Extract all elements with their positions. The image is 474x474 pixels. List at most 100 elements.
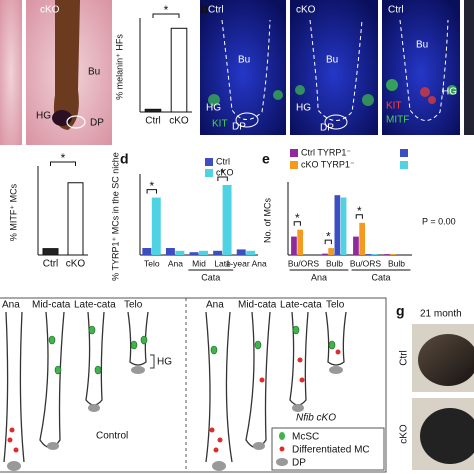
group-label: Control: [96, 431, 128, 442]
stage-label: Late-cata: [74, 300, 116, 311]
x-tick-label: Mid: [192, 258, 206, 268]
bar: [189, 252, 199, 255]
significance-bracket: [293, 221, 301, 226]
x-tick-label: Bu/ORS: [350, 258, 382, 268]
panel-label: b: [200, 1, 209, 17]
significance-bracket: [146, 189, 158, 194]
bar: [236, 249, 246, 255]
image-label: DP: [232, 122, 246, 133]
bar: [365, 254, 372, 255]
row-label: Ctrl: [399, 350, 410, 366]
bar: [213, 250, 223, 255]
panel-label: d: [120, 151, 129, 167]
image-label: DP: [90, 118, 104, 129]
image-label: Bu: [88, 67, 100, 78]
x-tick-label: Ctrl: [145, 116, 161, 127]
legend-label: DP: [292, 458, 306, 469]
image-label: HG: [36, 111, 51, 122]
bar: [297, 229, 303, 255]
panel-label: e: [262, 151, 270, 167]
bar: [390, 254, 396, 255]
bar: [144, 108, 162, 113]
legend-label: Ctrl: [216, 156, 230, 166]
legend-swatch: [400, 149, 408, 157]
x-tick-label: cKO: [169, 116, 189, 127]
legend-swatch: [205, 169, 213, 177]
group-label: Ana: [311, 272, 327, 282]
image-label: cKO: [40, 5, 60, 16]
annotation: *: [61, 151, 66, 165]
x-tick-label: Bu/ORS: [288, 258, 320, 268]
stage-label: Late-cata: [280, 300, 322, 311]
x-tick-label: 1-year Ana: [226, 258, 267, 268]
stage-label: Telo: [326, 300, 345, 311]
significance-bracket: [152, 13, 180, 18]
bar: [328, 248, 334, 255]
bar: [384, 254, 390, 255]
x-tick-label: Bulb: [388, 258, 405, 268]
image-label: Bu: [326, 55, 338, 66]
bar: [371, 254, 378, 255]
micrograph-b: Ctrl Bu HG DP KIT cKO Bu HG DP Ctrl Bu H…: [200, 0, 474, 135]
image-label: Bu: [416, 40, 428, 51]
annotation: *: [326, 229, 331, 243]
y-axis-label: No. of MCs: [262, 197, 272, 243]
legend-swatch: [205, 158, 213, 166]
annotation: *: [164, 3, 169, 17]
bar: [42, 248, 59, 256]
group-label: Nfib cKO: [296, 413, 336, 424]
significance-bracket: [355, 214, 363, 219]
legend-label: Ctrl TYRP1⁻: [301, 147, 351, 157]
stage-label: Mid-cata: [32, 300, 71, 311]
bar: [353, 236, 359, 255]
legend-label: cKO: [216, 167, 234, 177]
bar: [67, 182, 84, 256]
annotation: P = 0.00: [422, 216, 456, 226]
panel-label: g: [396, 303, 405, 319]
image-label: KIT: [212, 119, 228, 130]
image-label: HG: [296, 103, 311, 114]
bar: [165, 248, 175, 255]
legend-swatch: [290, 161, 298, 169]
bar: [170, 27, 188, 113]
image-label: KIT: [386, 101, 402, 112]
legend-label: Differentiated MC: [292, 445, 370, 456]
bar: [246, 250, 256, 255]
stage-label: Mid-cata: [238, 300, 277, 311]
significance-bracket: [50, 161, 76, 166]
bar: [142, 248, 152, 255]
legend-swatch: [400, 161, 408, 169]
hg-label: HG: [157, 357, 172, 368]
bar: [151, 197, 161, 255]
bar: [291, 236, 297, 255]
x-tick-label: Telo: [144, 258, 160, 268]
image-label: Bu: [238, 55, 250, 66]
panel-title: 21 month: [420, 309, 462, 320]
annotation: *: [220, 166, 225, 180]
bar: [322, 253, 328, 255]
diagram: Ana Mid-cata Late-cata Telo HG Control A…: [0, 297, 387, 473]
annotation: *: [295, 211, 300, 225]
image-label: DP: [320, 123, 334, 134]
bar: [340, 197, 347, 255]
x-tick-label: Late: [214, 258, 231, 268]
bar: [334, 195, 341, 255]
photo-g: g 21 month Ctrl cKO: [396, 303, 474, 470]
y-axis-label: % melanin⁺ HFs: [114, 34, 124, 100]
stage-label: Telo: [124, 300, 143, 311]
legend-label: McSC: [292, 432, 319, 443]
image-label: Ctrl: [208, 5, 224, 16]
legend-swatch: [290, 149, 298, 157]
x-tick-label: Bulb: [326, 258, 343, 268]
micrograph-a: cKO Bu HG DP: [0, 0, 112, 145]
annotation: *: [149, 179, 154, 193]
significance-bracket: [324, 239, 332, 245]
group-label: Cata: [201, 272, 220, 282]
bar: [175, 250, 185, 255]
bar: [222, 185, 232, 255]
annotation: *: [357, 204, 362, 218]
stage-label: Ana: [2, 300, 20, 311]
x-tick-label: Ctrl: [43, 259, 59, 270]
bar: [199, 250, 208, 255]
